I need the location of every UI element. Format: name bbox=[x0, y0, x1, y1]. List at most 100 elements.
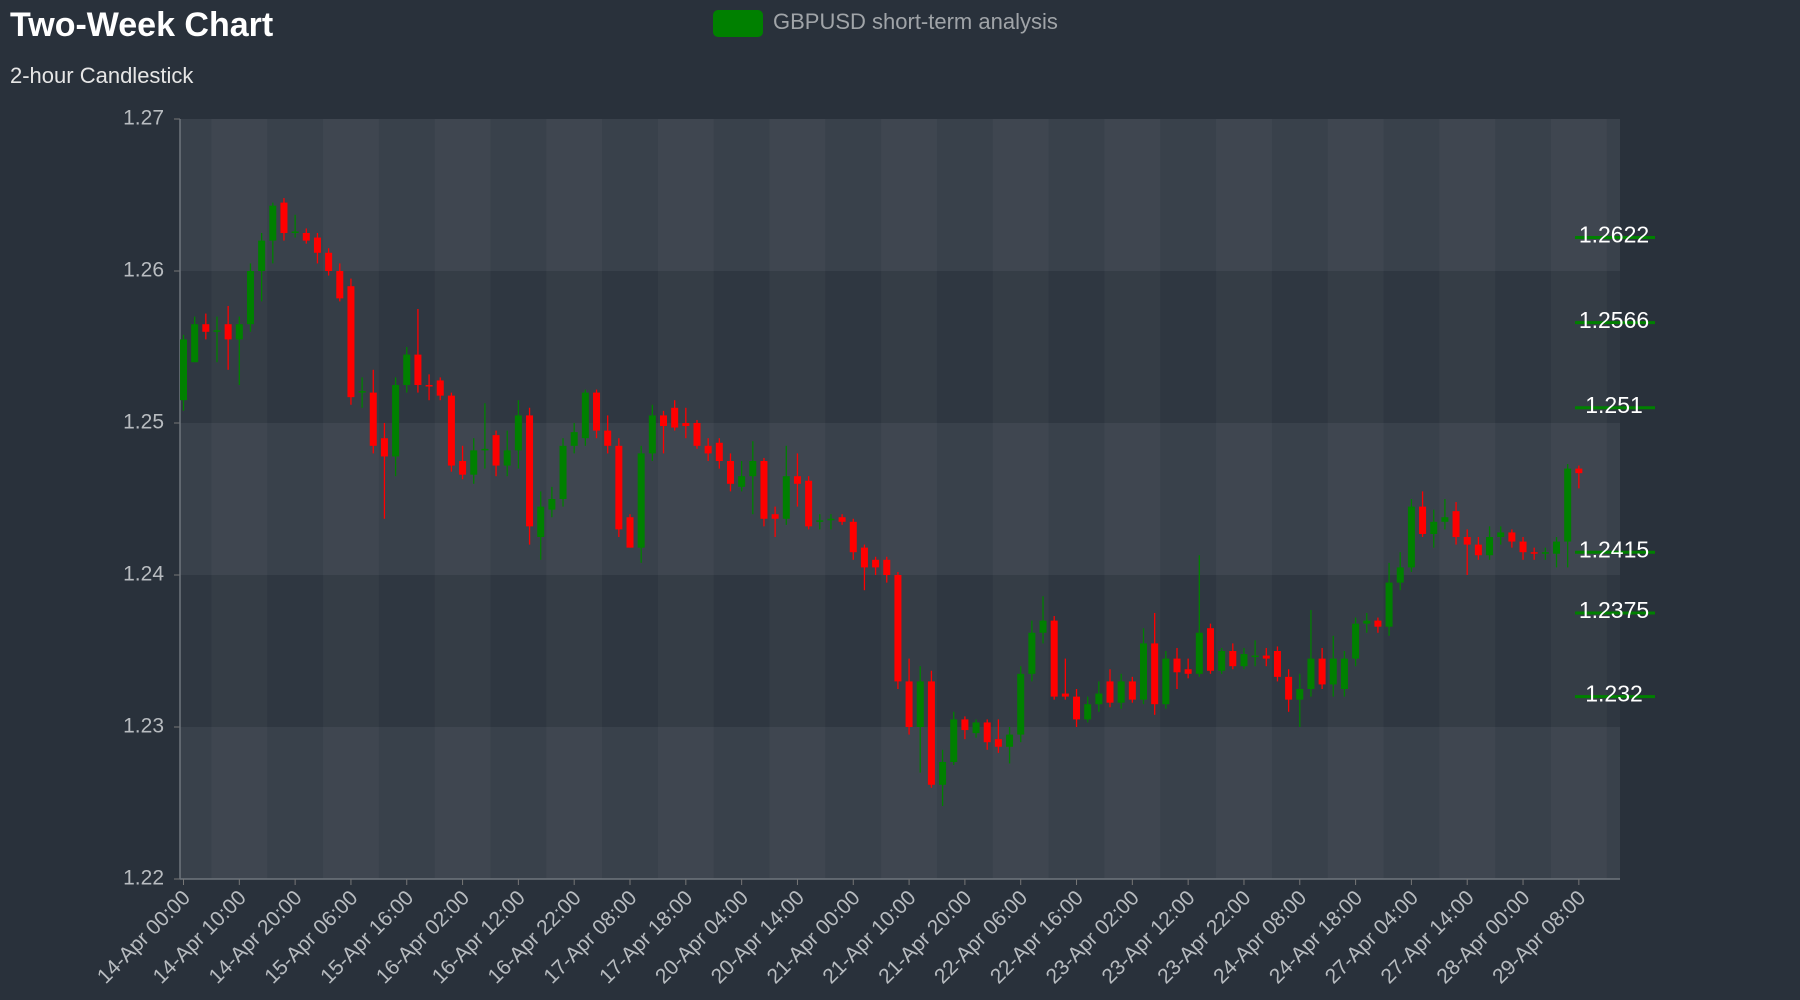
candle-body bbox=[1363, 620, 1371, 624]
candle-body bbox=[972, 722, 980, 734]
candle-body bbox=[1218, 651, 1226, 671]
candle-body bbox=[1497, 532, 1505, 537]
candle-body bbox=[537, 506, 545, 537]
candle-body bbox=[581, 392, 589, 439]
candle-body bbox=[1474, 544, 1482, 556]
candle-body bbox=[1541, 552, 1549, 554]
candle-body bbox=[570, 432, 578, 446]
level-label: 1.232 bbox=[1585, 681, 1643, 707]
x-band bbox=[658, 119, 714, 879]
candle-body bbox=[1340, 658, 1348, 689]
candle-body bbox=[1385, 582, 1393, 627]
candle-body bbox=[1117, 681, 1125, 703]
candle-body bbox=[1307, 658, 1315, 689]
candle-body bbox=[202, 324, 210, 332]
candle-body bbox=[347, 286, 355, 398]
chart-subtitle: 2-hour Candlestick bbox=[10, 63, 194, 88]
candle-body bbox=[838, 517, 846, 522]
candle-body bbox=[760, 461, 768, 519]
candle-body bbox=[1396, 567, 1404, 583]
candle-body bbox=[1061, 693, 1069, 697]
candle-body bbox=[548, 499, 556, 510]
candle-body bbox=[1463, 537, 1471, 545]
candle-body bbox=[1173, 658, 1181, 673]
candle-body bbox=[682, 423, 690, 427]
candle-body bbox=[1162, 658, 1170, 705]
candle-body bbox=[771, 514, 779, 519]
y-tick-label: 1.26 bbox=[123, 259, 164, 282]
candle-body bbox=[726, 461, 734, 484]
candle-body bbox=[392, 385, 400, 457]
candle-body bbox=[615, 445, 623, 530]
candle-body bbox=[1318, 658, 1326, 685]
candle-body bbox=[1285, 676, 1293, 700]
candle-body bbox=[291, 231, 299, 233]
candle-body bbox=[604, 430, 612, 446]
candle-body bbox=[704, 445, 712, 454]
candle-body bbox=[1050, 620, 1058, 697]
candle-body bbox=[793, 476, 801, 484]
candle-body bbox=[336, 271, 344, 299]
level-label: 1.2622 bbox=[1579, 222, 1649, 248]
candle-body bbox=[1296, 689, 1304, 700]
x-band bbox=[1328, 119, 1384, 879]
x-band bbox=[993, 119, 1049, 879]
candle-body bbox=[526, 415, 534, 527]
candle-body bbox=[660, 415, 667, 427]
candle-body bbox=[436, 380, 444, 396]
candle-body bbox=[358, 391, 366, 393]
candle-body bbox=[1140, 643, 1147, 700]
candle-body bbox=[1084, 704, 1092, 720]
candle-body bbox=[1251, 655, 1259, 658]
candle-body bbox=[1419, 506, 1427, 534]
candle-body bbox=[1553, 541, 1561, 554]
candle-body bbox=[860, 547, 868, 568]
candle-body bbox=[470, 450, 478, 475]
candle-body bbox=[905, 681, 913, 727]
candle-body bbox=[637, 453, 645, 548]
candle-body bbox=[1095, 693, 1103, 705]
candle-body bbox=[269, 205, 277, 241]
legend-swatch[interactable] bbox=[713, 10, 763, 37]
candle-body bbox=[1240, 654, 1248, 667]
candle-body bbox=[1106, 681, 1114, 703]
candle-body bbox=[1206, 628, 1214, 671]
candle-body bbox=[1039, 620, 1047, 633]
y-band bbox=[180, 423, 1620, 575]
candle-body bbox=[894, 575, 902, 682]
candle-body bbox=[246, 271, 254, 325]
legend-label[interactable]: GBPUSD short-term analysis bbox=[773, 9, 1058, 34]
candle-body bbox=[827, 518, 835, 521]
candle-body bbox=[481, 448, 489, 451]
level-label: 1.251 bbox=[1585, 392, 1643, 418]
x-band bbox=[323, 119, 379, 879]
candle-body bbox=[1128, 681, 1136, 700]
candle-body bbox=[1508, 532, 1516, 542]
candle-body bbox=[280, 202, 288, 233]
level-label: 1.2375 bbox=[1579, 597, 1649, 623]
x-band bbox=[1439, 119, 1495, 879]
candle-body bbox=[782, 476, 790, 519]
candle-body bbox=[849, 521, 857, 553]
candle-body bbox=[1273, 651, 1281, 677]
candle-body bbox=[1017, 673, 1025, 735]
candle-body bbox=[1564, 468, 1572, 542]
candle-body bbox=[459, 461, 467, 475]
level-label: 1.2415 bbox=[1579, 536, 1649, 562]
candle-body bbox=[1430, 521, 1438, 534]
candle-body bbox=[213, 330, 221, 332]
candle-body bbox=[950, 719, 958, 762]
candle-body bbox=[1151, 643, 1159, 705]
candle-body bbox=[425, 385, 433, 387]
candle-body bbox=[514, 415, 522, 451]
candle-body bbox=[983, 722, 991, 743]
x-band bbox=[1216, 119, 1272, 879]
x-band bbox=[435, 119, 491, 879]
candle-body bbox=[1229, 651, 1237, 667]
candle-body bbox=[1486, 537, 1494, 556]
candle-body bbox=[313, 237, 321, 253]
candle-body bbox=[1028, 632, 1036, 674]
candle-body bbox=[805, 480, 813, 527]
candle-body bbox=[994, 739, 1002, 747]
candle-body bbox=[939, 761, 947, 785]
